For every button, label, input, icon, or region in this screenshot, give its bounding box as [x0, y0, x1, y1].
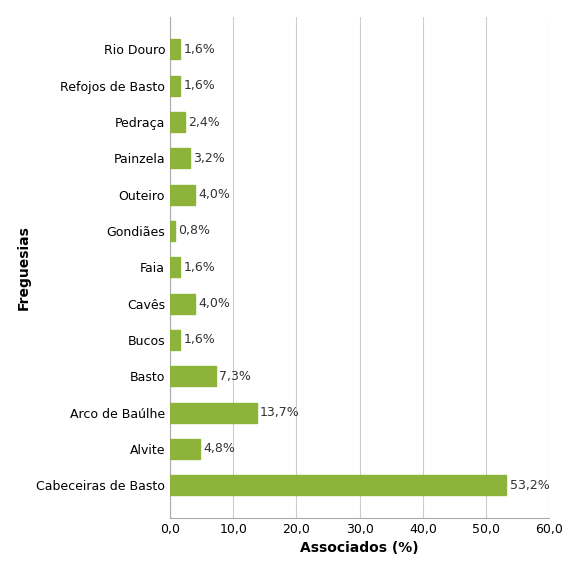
- Bar: [170, 366, 216, 386]
- Bar: [170, 148, 190, 168]
- Text: 4,0%: 4,0%: [198, 297, 230, 310]
- Text: 4,8%: 4,8%: [204, 442, 235, 455]
- Bar: [170, 257, 180, 277]
- Text: 1,6%: 1,6%: [183, 80, 215, 92]
- Bar: [170, 475, 506, 495]
- Bar: [170, 293, 195, 313]
- Bar: [170, 112, 185, 132]
- Text: 53,2%: 53,2%: [510, 479, 549, 492]
- X-axis label: Associados (%): Associados (%): [300, 541, 419, 555]
- Text: 13,7%: 13,7%: [260, 406, 299, 419]
- Text: 1,6%: 1,6%: [183, 333, 215, 347]
- Text: 1,6%: 1,6%: [183, 261, 215, 274]
- Bar: [170, 185, 195, 205]
- Bar: [170, 403, 256, 423]
- Text: 3,2%: 3,2%: [193, 152, 225, 165]
- Bar: [170, 76, 180, 96]
- Bar: [170, 439, 200, 459]
- Bar: [170, 330, 180, 350]
- Text: 2,4%: 2,4%: [188, 116, 220, 129]
- Y-axis label: Freguesias: Freguesias: [17, 225, 31, 309]
- Bar: [170, 221, 175, 241]
- Text: 0,8%: 0,8%: [178, 224, 210, 237]
- Bar: [170, 39, 180, 59]
- Text: 4,0%: 4,0%: [198, 188, 230, 201]
- Text: 1,6%: 1,6%: [183, 43, 215, 56]
- Text: 7,3%: 7,3%: [219, 370, 251, 383]
